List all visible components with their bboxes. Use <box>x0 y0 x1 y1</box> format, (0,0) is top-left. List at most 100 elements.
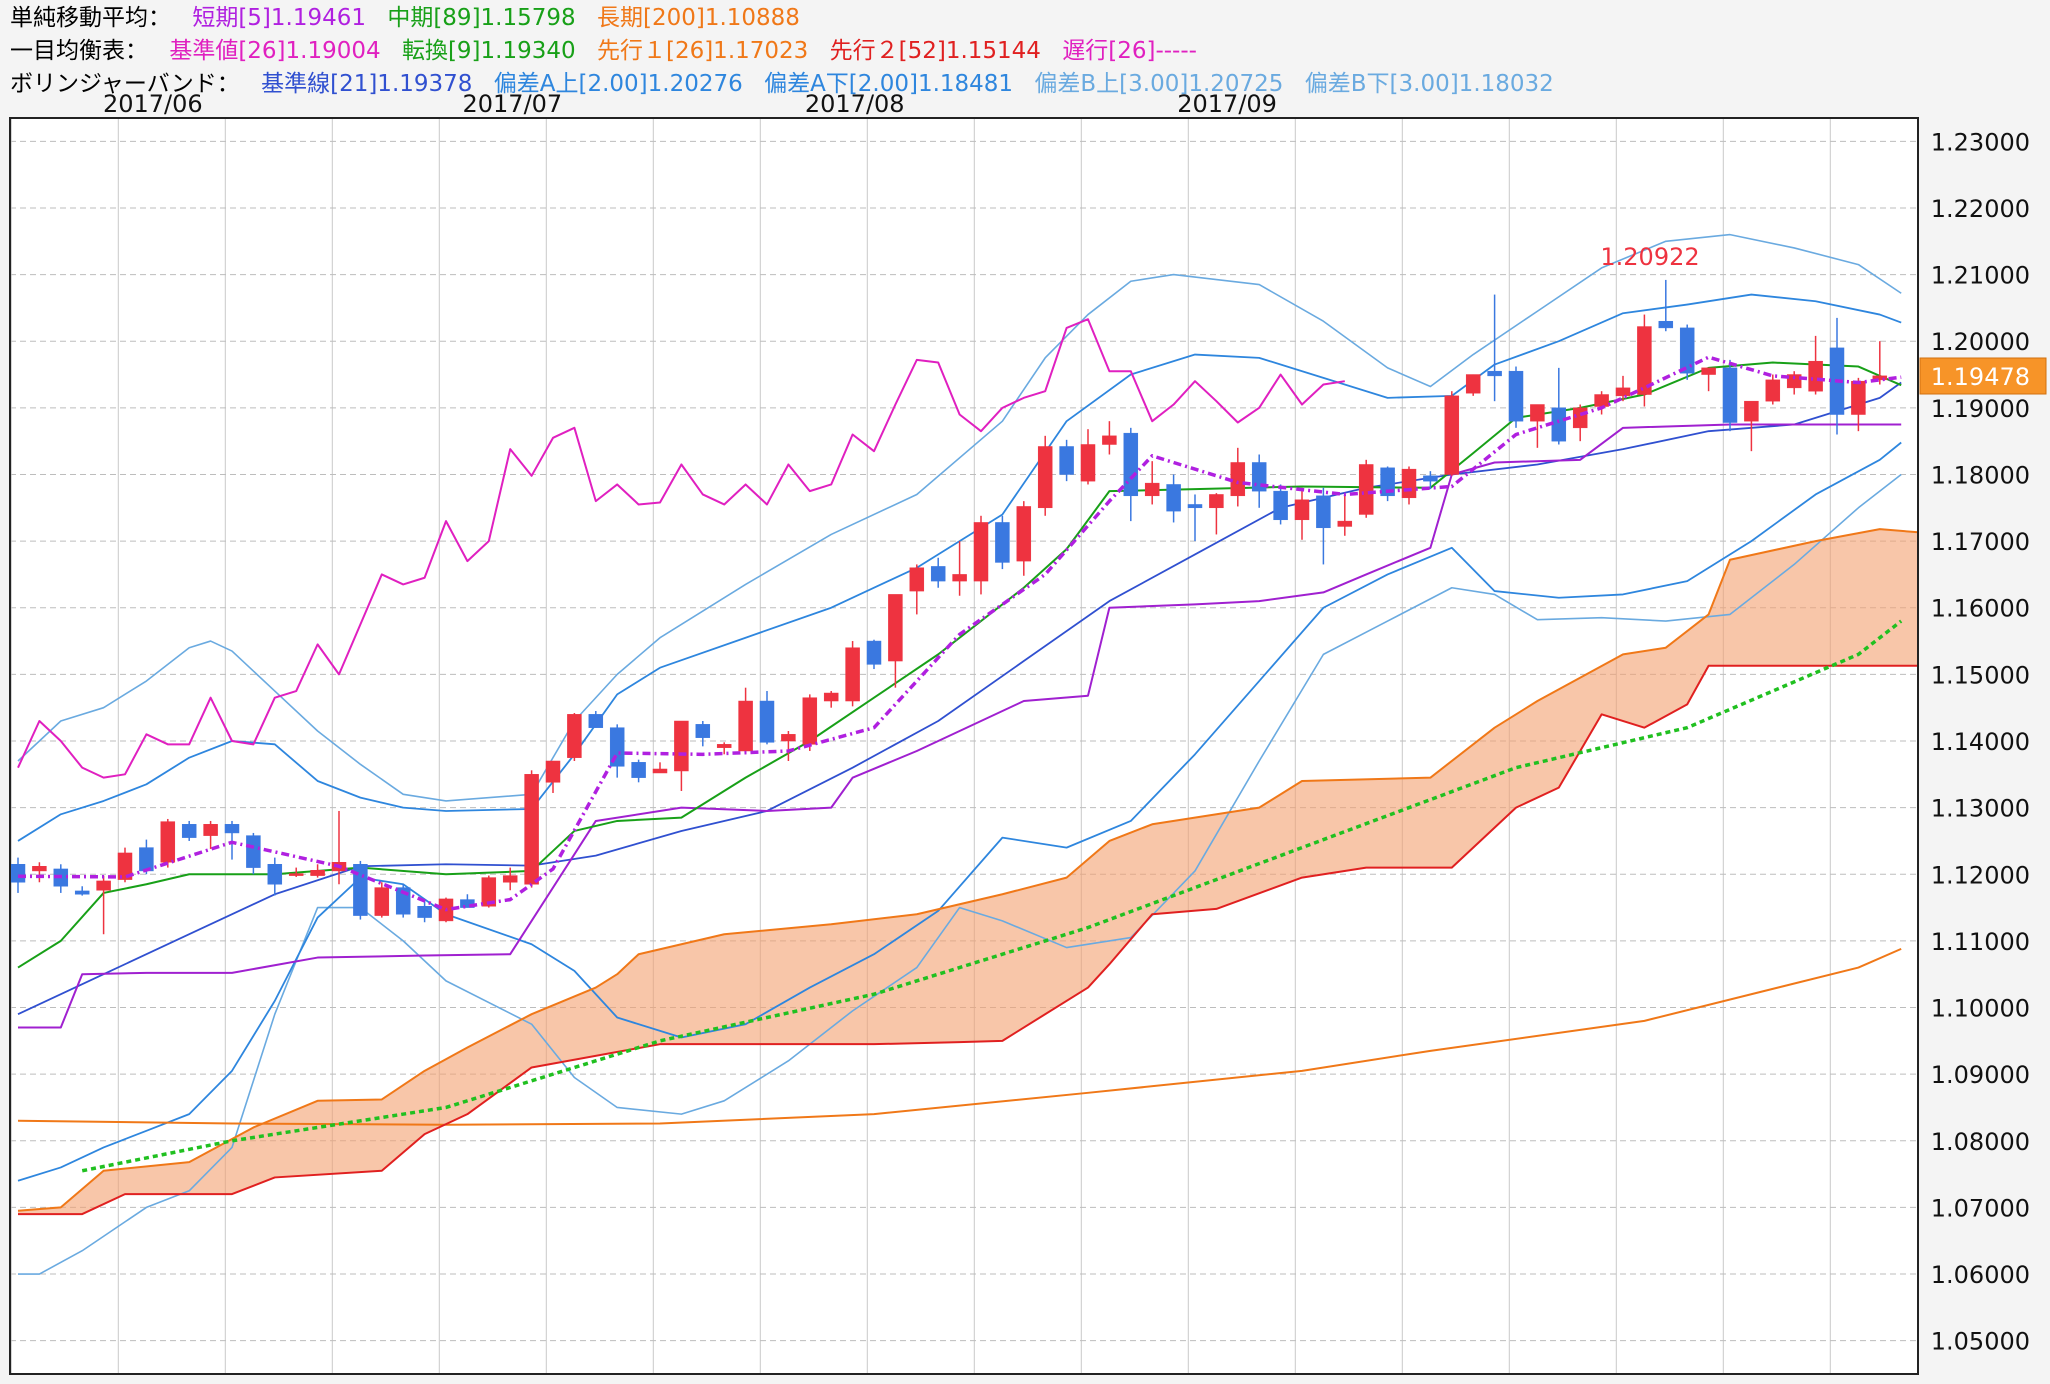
candle-body <box>1808 360 1823 392</box>
sma-short-line <box>17 355 1902 912</box>
candle-body <box>181 824 197 838</box>
candle-body <box>1166 484 1181 512</box>
bollinger-3sd-upper-line <box>17 233 1902 802</box>
ichimoku-span1-line <box>17 528 1918 1212</box>
high-price-label: 1.20922 <box>1600 243 1699 271</box>
y-tick-label: 1.18000 <box>1931 461 2030 489</box>
candle-body <box>1102 435 1117 445</box>
candle-body <box>1380 467 1395 497</box>
candle-body <box>802 697 818 745</box>
legend-bb-mid: 基準線[21]1.19378 <box>261 71 473 97</box>
candle-body <box>1401 468 1417 499</box>
y-tick-label: 1.16000 <box>1931 595 2030 623</box>
candle-body <box>1444 395 1460 475</box>
candle-body <box>716 744 732 748</box>
candle-body <box>288 873 304 876</box>
legend-row-sma: 単純移動平均： 短期[5]1.19461 中期[89]1.15798 長期[20… <box>10 2 2040 35</box>
candle-body <box>139 847 154 872</box>
candle-body <box>738 700 753 752</box>
candle-body <box>1786 374 1802 389</box>
legend-sma-title: 単純移動平均： <box>10 5 171 31</box>
candle-body <box>652 768 668 774</box>
candle-body <box>267 864 283 885</box>
sma-long-line <box>17 947 1902 1126</box>
candle-body <box>32 866 47 872</box>
candle-body <box>1016 506 1032 562</box>
candle-body <box>1594 394 1609 407</box>
legend-row-bollinger: ボリンジャーバンド： 基準線[21]1.19378 偏差A上[2.00]1.20… <box>10 68 2040 101</box>
candle-body <box>1037 446 1053 509</box>
candle-body <box>1209 494 1224 509</box>
candle-body <box>545 760 561 783</box>
y-tick-label: 1.08000 <box>1931 1128 2030 1156</box>
ichimoku-cloud <box>18 529 1918 1215</box>
legend-bb-2-upper: 偏差A上[2.00]1.20276 <box>493 71 743 97</box>
legend-ichimoku-tenkan: 転換[9]1.19340 <box>401 38 576 64</box>
candle-body <box>524 774 539 885</box>
candle-body <box>1615 387 1631 397</box>
y-tick-label: 1.13000 <box>1931 795 2030 823</box>
x-tick-label: 2017/08 <box>805 90 905 118</box>
y-tick-label: 1.22000 <box>1931 195 2030 223</box>
candle-body <box>246 835 261 868</box>
candle-body <box>310 870 325 876</box>
candle-body <box>203 824 218 836</box>
candle-body <box>502 875 518 883</box>
legend-bb-3-lower: 偏差B下[3.00]1.18032 <box>1304 71 1554 97</box>
y-tick-label: 1.15000 <box>1931 661 2030 689</box>
candle-body <box>781 734 796 742</box>
y-tick-label: 1.14000 <box>1931 728 2030 756</box>
plot-frame <box>9 117 1919 1375</box>
candle-body <box>888 594 903 662</box>
current-price-label: 1.19478 <box>1931 363 2030 391</box>
x-tick-label: 2017/06 <box>103 90 203 118</box>
current-price-tag <box>1919 357 2047 395</box>
candle-body <box>417 905 432 918</box>
candle-body <box>1851 380 1866 415</box>
candle-body <box>1701 367 1716 375</box>
candle-body <box>1358 464 1374 515</box>
candle-body <box>1294 499 1310 521</box>
legend-ichimoku-chikou: 遅行[26]----- <box>1062 38 1197 64</box>
candle-body <box>1080 444 1096 482</box>
y-tick-label: 1.07000 <box>1931 1194 2030 1222</box>
candle-body <box>353 864 368 916</box>
y-tick-label: 1.21000 <box>1931 262 2030 290</box>
candle-body <box>374 887 390 916</box>
legend-ichimoku-span1: 先行１[26]1.17023 <box>596 38 809 64</box>
candle-body <box>1316 495 1331 529</box>
candle-body <box>117 852 133 880</box>
candle-body <box>1872 375 1888 381</box>
candle-body <box>1465 374 1481 394</box>
candle-body <box>160 821 176 863</box>
candle-body <box>1487 370 1502 377</box>
candle-body <box>1337 520 1353 527</box>
bollinger-2sd-lower-line <box>17 441 1902 1182</box>
candle-body <box>74 890 90 895</box>
y-tick-label: 1.05000 <box>1931 1328 2030 1356</box>
y-tick-label: 1.19000 <box>1931 395 2030 423</box>
candle-body <box>1722 367 1738 423</box>
legend-ichimoku-kijun: 基準値[26]1.19004 <box>169 38 381 64</box>
candle-body <box>1637 326 1652 395</box>
y-tick-label: 1.10000 <box>1931 995 2030 1023</box>
x-tick-label: 2017/09 <box>1177 90 1277 118</box>
ichimoku-chikou-line <box>17 318 1345 779</box>
candle-body <box>866 640 882 665</box>
y-tick-label: 1.11000 <box>1931 928 2030 956</box>
chart-legend: 単純移動平均： 短期[5]1.19461 中期[89]1.15798 長期[20… <box>10 2 2040 101</box>
legend-sma-long: 長期[200]1.10888 <box>596 5 800 31</box>
candle-body <box>995 522 1010 563</box>
legend-ichimoku-span2: 先行２[52]1.15144 <box>829 38 1041 64</box>
y-tick-label: 1.09000 <box>1931 1061 2030 1089</box>
candle-body <box>930 566 946 582</box>
candle-body <box>695 724 711 738</box>
legend-sma-mid: 中期[89]1.15798 <box>387 5 576 31</box>
y-tick-label: 1.20000 <box>1931 328 2030 356</box>
candle-body <box>973 522 989 582</box>
legend-bollinger-title: ボリンジャーバンド： <box>10 71 240 97</box>
sma-mid-line <box>81 619 1903 1173</box>
candle-body <box>567 714 582 758</box>
candle-body <box>631 762 646 778</box>
